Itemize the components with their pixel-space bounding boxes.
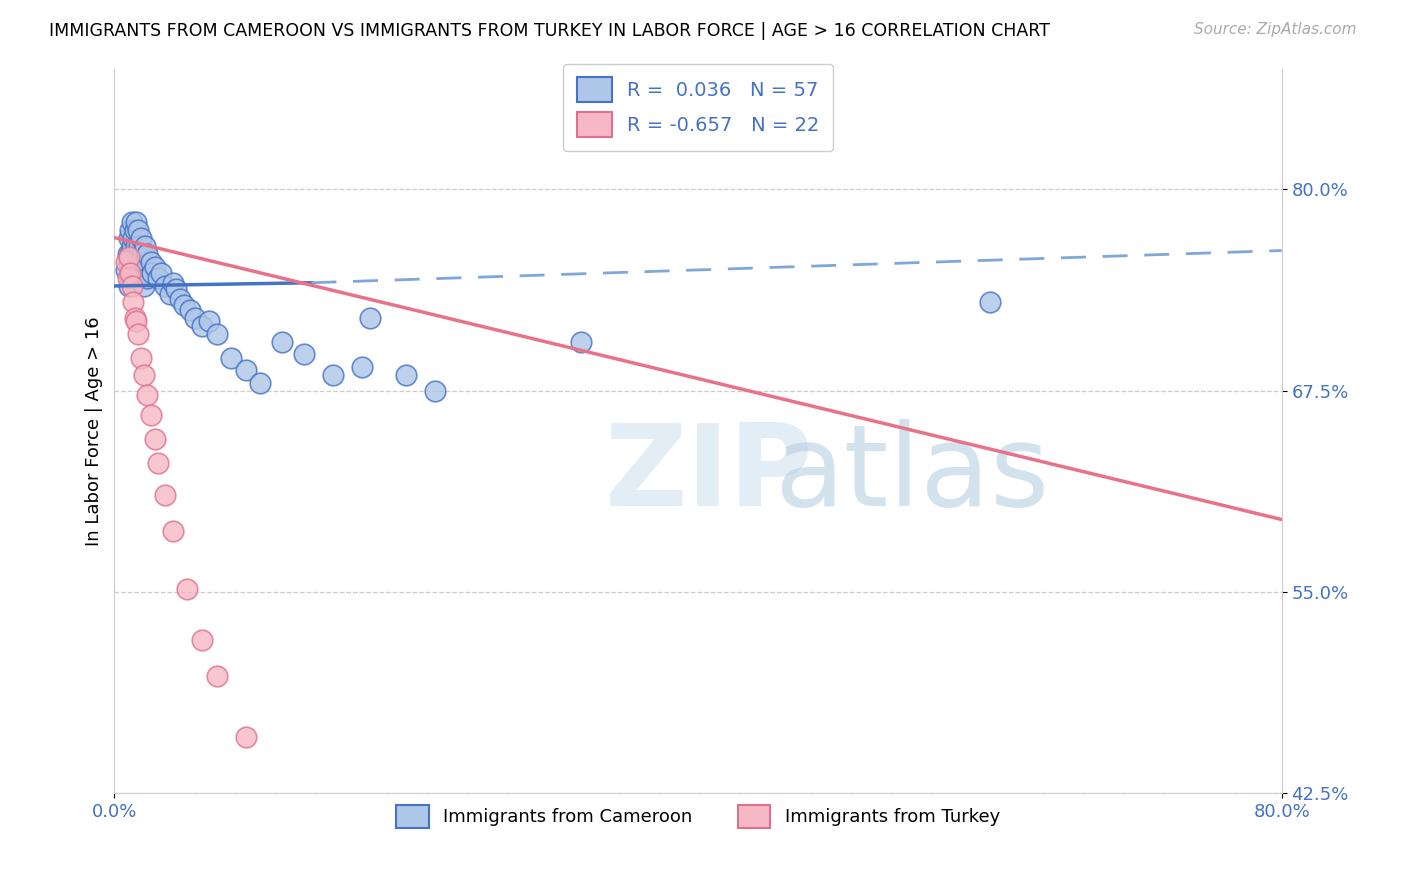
Point [135,246,157,260]
Point [127,222,149,236]
Point [162,276,184,290]
Point [134,238,156,252]
Point [127,246,149,260]
Point [198,314,221,328]
Point [125,263,148,277]
Point [322,368,344,382]
Point [121,263,143,277]
Point [125,314,148,328]
Point [121,238,143,252]
Text: atlas: atlas [773,419,1049,530]
Point [120,246,142,260]
Text: IMMIGRANTS FROM CAMEROON VS IMMIGRANTS FROM TURKEY IN LABOR FORCE | AGE > 16 COR: IMMIGRANTS FROM CAMEROON VS IMMIGRANTS F… [49,22,1050,40]
Point [131,246,153,260]
Point [205,327,228,342]
Point [155,279,177,293]
Point [173,298,195,312]
Point [205,669,228,683]
Point [569,335,592,350]
Point [292,346,315,360]
Point [162,524,184,538]
Point [143,432,166,446]
Text: ZIP: ZIP [605,419,813,530]
Point [155,488,177,502]
Point [129,351,152,366]
Point [235,362,257,376]
Point [124,246,146,260]
Point [115,255,138,269]
Point [219,351,242,366]
Point [235,730,257,744]
Point [271,335,294,350]
Point [139,408,162,422]
Point [124,311,146,326]
Point [117,246,139,260]
Point [132,255,155,269]
Point [148,456,170,470]
Point [118,279,141,293]
Legend: Immigrants from Cameroon, Immigrants from Turkey: Immigrants from Cameroon, Immigrants fro… [389,797,1007,835]
Point [352,359,374,374]
Point [176,582,198,596]
Point [159,287,181,301]
Y-axis label: In Labor Force | Age > 16: In Labor Force | Age > 16 [86,316,103,546]
Point [150,266,173,280]
Point [118,230,141,244]
Point [118,255,141,269]
Point [249,376,271,390]
Point [122,230,145,244]
Point [359,311,381,326]
Point [129,255,152,269]
Point [118,250,141,264]
Point [117,271,139,285]
Point [122,295,145,310]
Point [395,368,418,382]
Point [127,327,149,342]
Point [132,279,155,293]
Point [132,368,155,382]
Point [191,633,214,648]
Point [125,238,148,252]
Point [179,303,201,318]
Point [183,311,205,326]
Point [165,282,187,296]
Point [141,266,163,280]
Point [124,222,146,236]
Point [139,255,162,269]
Point [121,214,143,228]
Point [169,292,191,306]
Point [120,266,142,280]
Point [121,279,143,293]
Point [425,384,447,398]
Point [128,263,150,277]
Point [191,319,214,334]
Text: Source: ZipAtlas.com: Source: ZipAtlas.com [1194,22,1357,37]
Point [115,263,138,277]
Point [135,271,157,285]
Point [129,230,152,244]
Point [148,271,170,285]
Point [120,222,142,236]
Point [125,214,148,228]
Point [128,238,150,252]
Point [143,260,166,274]
Point [1052,827,1074,841]
Point [122,255,145,269]
Point [135,388,157,402]
Point [979,295,1001,310]
